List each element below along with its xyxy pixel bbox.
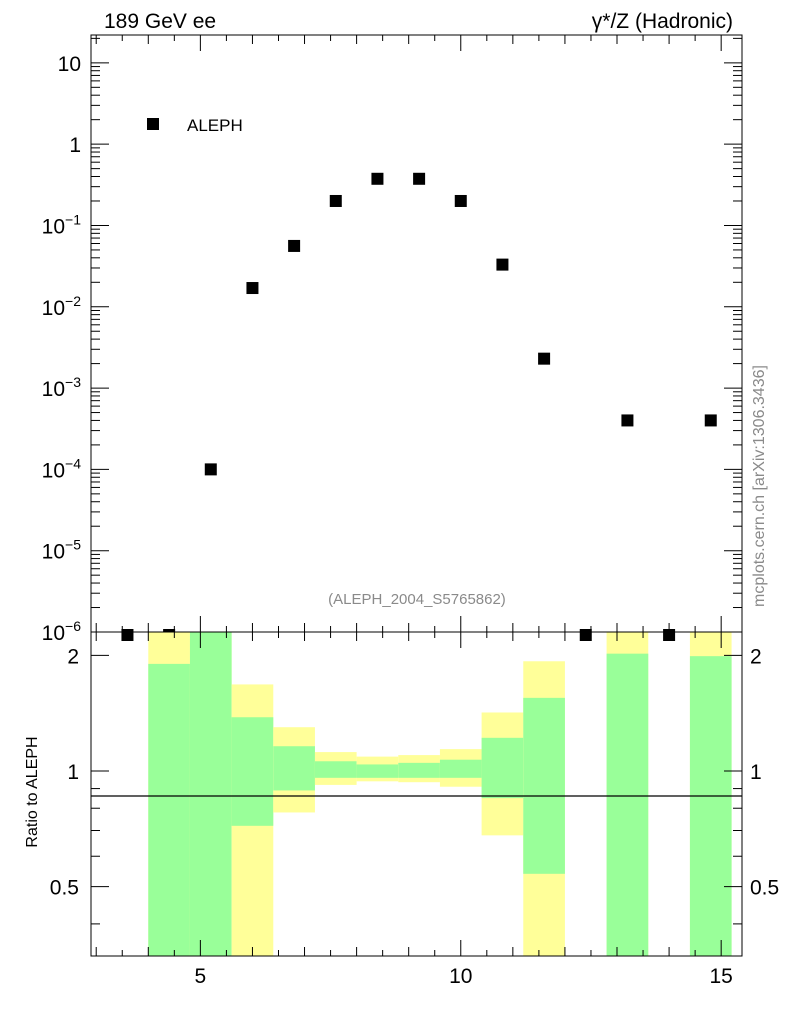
data-point [246,282,259,295]
ratio-y-axis-label: Ratio to ALEPH [24,736,41,847]
ratio-band-inner [398,762,440,778]
ratio-y-tick-label-right: 2 [750,645,762,668]
ratio-band-inner [481,737,524,799]
analysis-label: (ALEPH_2004_S5765862) [328,591,506,608]
data-point [621,414,634,427]
main-y-tick-label: 10−1 [42,211,82,238]
ratio-band-inner [439,759,482,778]
ratio-band-inner [189,632,232,956]
main-y-tick-label: 1 [69,134,81,157]
data-point [121,629,134,641]
main-y-tick-label: 10−4 [42,455,82,482]
ratio-band-inner [148,663,190,956]
data-point [579,629,592,641]
legend-marker [147,118,159,130]
ratio-band-inner [523,697,565,874]
ratio-y-tick-label-left: 0.5 [50,877,79,900]
ratio-panel: 0.5 0.5 1 1 2 2 5 10 15 Ratio to ALEPH [24,631,779,988]
data-point [371,172,384,185]
main-y-tick-label: 10−2 [42,293,82,320]
main-y-tick-labels: 10 1 10−1 10−2 10−3 10−4 10−5 10−6 [42,53,82,645]
ratio-y-tick-label-right: 1 [750,761,762,784]
main-y-tick-label: 10−5 [42,537,82,564]
ratio-band-inner [314,761,357,778]
ratio-band-inner [231,717,274,826]
ratio-tick-labels: 0.5 0.5 1 1 2 2 5 10 15 [50,645,779,988]
main-y-tick-label: 10−3 [42,374,82,401]
legend-label-aleph: ALEPH [187,116,243,135]
main-y-tick-label: 10−6 [42,618,82,645]
ratio-plot-frame [90,631,743,957]
ratio-y-tick-label-left: 2 [67,645,79,668]
ratio-band-inner [356,764,399,778]
header-left-title: 189 GeV ee [104,10,216,33]
x-tick-label: 10 [449,965,472,988]
main-data-points [121,172,717,641]
data-point [704,414,717,427]
side-label: mcplots.cern.ch [arXiv:1306.3436] [751,365,768,607]
ratio-band-inner [273,746,315,791]
main-y-tick-label: 10 [58,53,81,76]
header-right-title: γ*/Z (Hadronic) [592,10,733,33]
x-tick-label: 15 [709,965,732,988]
data-point [496,258,509,271]
data-point [288,239,301,252]
ratio-band-inner [689,656,732,956]
ratio-band-inner [606,653,649,956]
ratio-bands [148,632,732,956]
data-point [413,172,426,185]
ratio-y-tick-label-right: 0.5 [750,877,779,900]
ratio-y-tick-label-left: 1 [67,761,79,784]
main-axis-ticks [91,35,742,633]
data-point [538,352,551,365]
ratio-axis-ticks [91,632,742,956]
data-point [329,194,342,207]
data-point [454,194,467,207]
main-panel: 10 1 10−1 10−2 10−3 10−4 10−5 10−6 ALEPH (ALEPH… [42,34,743,645]
data-point [204,463,217,476]
x-tick-label: 5 [195,965,207,988]
